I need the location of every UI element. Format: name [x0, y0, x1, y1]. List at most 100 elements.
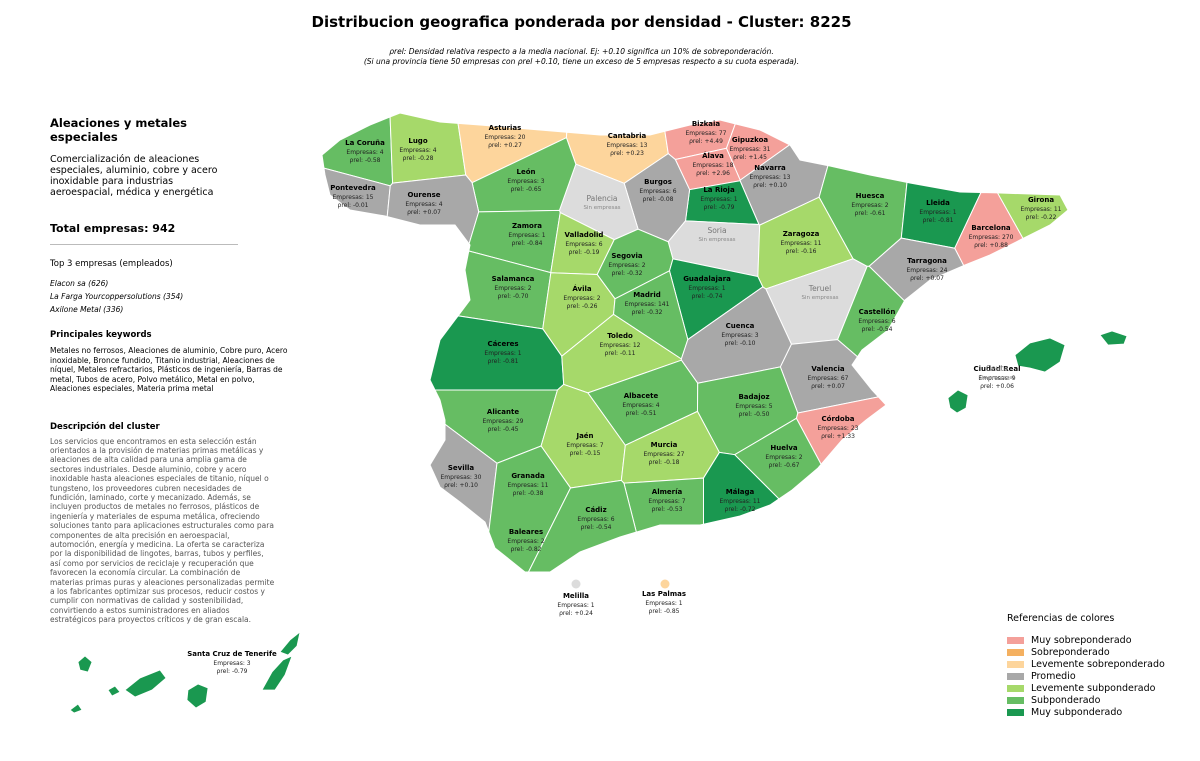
province [323, 167, 391, 218]
province-name: Madrid [633, 291, 661, 299]
province-count: Empresas: 11 [720, 498, 761, 505]
province-count: Empresas: 23 [818, 425, 859, 432]
legend-item: Sobreponderado [1007, 646, 1165, 658]
province-rho: ρrel: -0.54 [862, 326, 893, 333]
province-rho: ρrel: -0.81 [488, 358, 519, 365]
province-name: Ciudad Real [974, 365, 1021, 373]
subtitle: ρrel: Densidad relativa respecto a la me… [0, 47, 1163, 67]
province-rho: ρrel: -0.67 [769, 462, 800, 469]
province [571, 579, 581, 589]
province-name: Lugo [408, 137, 427, 145]
province-rho: ρrel: -0.28 [403, 155, 434, 162]
province-count: Empresas: 11 [508, 482, 549, 489]
province-rho: ρrel: -0.70 [498, 293, 529, 300]
province-count: Empresas: 2 [608, 262, 645, 269]
province-name: Albacete [624, 392, 659, 400]
province-count: Empresas: 24 [907, 267, 948, 274]
province-count: Empresas: 3 [721, 332, 758, 339]
divider [50, 244, 238, 245]
legend-swatch [1007, 708, 1024, 716]
province-name: León [516, 168, 535, 176]
legend-label: Muy subponderado [1031, 706, 1123, 718]
province-count: Empresas: 27 [644, 451, 685, 458]
province-count: Empresas: 77 [686, 130, 727, 137]
province-rho: ρrel: -0.84 [512, 240, 543, 247]
province-count: Empresas: 1 [645, 600, 682, 607]
province-count: Empresas: 3 [213, 660, 250, 667]
province-note: Sin empresas [583, 205, 620, 211]
province-count: Empresas: 30 [441, 474, 482, 481]
province [488, 445, 572, 573]
province-rho: ρrel: -0.50 [739, 411, 770, 418]
province [77, 655, 93, 673]
legend-item: Muy subponderado [1007, 706, 1165, 718]
legend-item: Muy sobreponderado [1007, 634, 1165, 646]
province-name: Alicante [487, 408, 519, 416]
legend-swatch [1007, 648, 1024, 656]
province-rho: ρrel: -0.79 [704, 204, 735, 211]
province-name: Zamora [512, 222, 542, 230]
province-rho: ρrel: -0.18 [649, 459, 680, 466]
province-rho: ρrel: -0.15 [570, 450, 601, 457]
province-count: Empresas: 3 [507, 178, 544, 185]
province-name: Huelva [770, 444, 798, 452]
summary: Comercialización de aleaciones especiale… [50, 154, 218, 198]
province-count: Empresas: 67 [808, 375, 849, 382]
province-name: Cáceres [487, 340, 518, 348]
legend-title: Referencias de colores [1007, 613, 1115, 624]
province-count: Empresas: 13 [607, 142, 648, 149]
subtitle-line: ρrel: Densidad relativa respecto a la me… [389, 47, 774, 56]
legend-label: Promedio [1031, 670, 1076, 682]
keywords-heading: Principales keywords [50, 330, 152, 340]
province-count: Empresas: 11 [1021, 206, 1062, 213]
province-note: Sin empresas [978, 375, 1015, 381]
province-rho: ρrel: -0.54 [581, 524, 612, 531]
province-name: Burgos [644, 178, 672, 186]
province-rho: ρrel: -0.65 [511, 186, 542, 193]
top-company: La Farga Yourcoppersolutions (354) [50, 292, 184, 301]
province-name: Badajoz [738, 393, 769, 401]
legend-swatch [1007, 684, 1024, 692]
province-count: Empresas: 2 [507, 538, 544, 545]
province-name: Cádiz [585, 506, 606, 514]
legend-swatch [1007, 636, 1024, 644]
province-rho: ρrel: -0.32 [632, 309, 663, 316]
province-name: Almería [652, 488, 683, 496]
subtitle-line: (Si una provincia tiene 50 empresas con … [363, 57, 800, 66]
province-count: Empresas: 6 [565, 241, 602, 248]
province-count: Empresas: 141 [625, 301, 670, 308]
province-count: Empresas: 12 [600, 342, 641, 349]
description: Los servicios que encontramos en esta se… [50, 436, 275, 625]
province-name: Guadalajara [683, 275, 731, 283]
province-count: Empresas: 7 [648, 498, 685, 505]
province-name: Soria [707, 226, 726, 235]
province-rho: ρrel: +0.10 [753, 182, 787, 189]
province-name: Granada [511, 472, 545, 480]
province-rho: ρrel: +2.96 [696, 170, 730, 177]
province-rho: ρrel: -0.81 [923, 217, 954, 224]
province-rho: ρrel: +0.27 [488, 142, 522, 149]
province-name: Toledo [607, 332, 633, 340]
province-rho: ρrel: -0.16 [786, 248, 817, 255]
province-rho: ρrel: +0.24 [559, 610, 593, 617]
province-name: Navarra [754, 164, 786, 172]
province-count: Empresas: 7 [566, 442, 603, 449]
province-count: Empresas: 1 [700, 196, 737, 203]
province-name: Ourense [407, 191, 440, 199]
province-name: Bizkaia [692, 120, 721, 128]
province-name: Tarragona [907, 257, 947, 265]
province-rho: ρrel: -0.22 [1026, 214, 1057, 221]
province-count: Empresas: 9 [978, 375, 1015, 382]
province-name: Cantabria [608, 132, 647, 140]
province-count: Empresas: 6 [639, 188, 676, 195]
province-name: Zaragoza [783, 230, 820, 238]
top-list: Elacon sa (626) La Farga Yourcoppersoluti… [50, 277, 240, 316]
province-name: Álava [702, 151, 724, 160]
province-count: Empresas: 4 [399, 147, 436, 154]
province-rho: ρrel: -0.72 [725, 506, 756, 513]
legend-label: Subponderado [1031, 694, 1101, 706]
province-count: Empresas: 6 [858, 318, 895, 325]
province-rho: ρrel: +0.06 [980, 383, 1014, 390]
province-count: Empresas: 31 [730, 146, 771, 153]
